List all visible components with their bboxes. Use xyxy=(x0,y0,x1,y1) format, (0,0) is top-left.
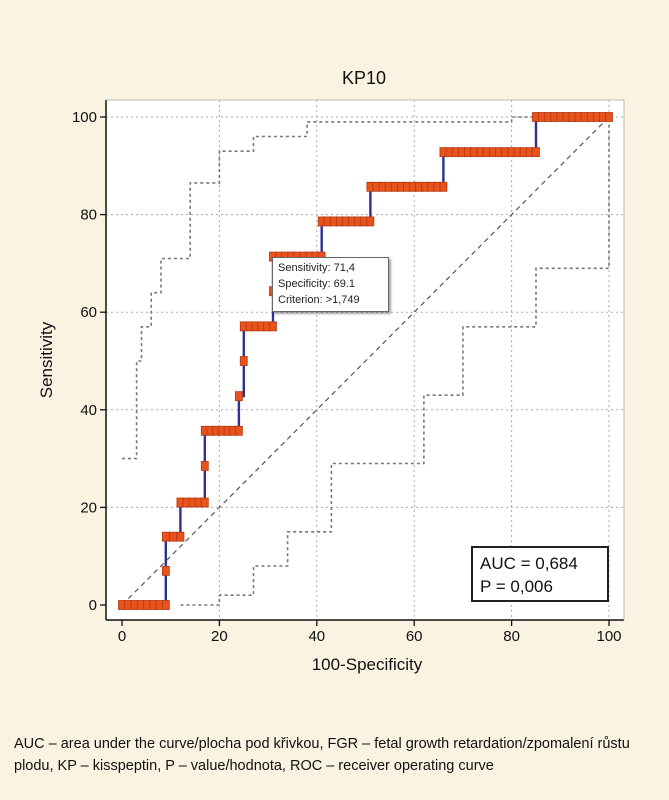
axes: 0 20 40 60 80 100 0 20 40 60 80 100 xyxy=(72,99,625,645)
roc-point-marker xyxy=(200,461,209,471)
roc-point-marker xyxy=(234,425,243,436)
y-tick-label: 80 xyxy=(80,207,97,224)
x-tick-label: 60 xyxy=(406,628,423,645)
auc-value: AUC = 0,684 xyxy=(480,554,578,573)
roc-point-marker xyxy=(532,147,540,158)
roc-point-marker xyxy=(269,321,277,332)
diagonal-reference-line xyxy=(121,116,610,606)
y-tick-label: 40 xyxy=(80,402,97,419)
confidence-bands xyxy=(121,116,610,606)
y-tick-label: 60 xyxy=(80,304,97,321)
x-tick-label: 100 xyxy=(596,628,621,645)
roc-markers xyxy=(118,112,613,610)
x-tick-label: 80 xyxy=(503,628,520,645)
x-tick-label: 0 xyxy=(118,628,126,645)
chart-title: KP10 xyxy=(342,68,386,88)
roc-point-marker xyxy=(169,531,178,542)
x-tick-label: 20 xyxy=(211,628,228,645)
y-axis-label: Sensitivity xyxy=(37,321,56,398)
roc-point-marker xyxy=(176,531,185,542)
tooltip-specificity: Specificity: 69.1 xyxy=(278,278,356,290)
tooltip-sensitivity: Sensitivity: 71,4 xyxy=(278,262,356,274)
roc-point-marker xyxy=(439,181,448,192)
y-tick-label: 100 xyxy=(72,109,97,126)
roc-point-marker xyxy=(239,356,248,366)
grid-lines xyxy=(106,100,624,620)
auc-stats-box: AUC = 0,684 P = 0,006 xyxy=(471,546,609,602)
plot-area xyxy=(106,100,624,620)
roc-point-marker xyxy=(234,391,243,402)
tooltip-criterion: Criterion: >1,749 xyxy=(278,294,360,306)
roc-chart: KP10 100-Specificity Sensitivity 0 20 40 60… xyxy=(37,68,625,674)
roc-point-marker xyxy=(161,565,170,576)
x-tick-label: 40 xyxy=(308,628,325,645)
roc-point-marker xyxy=(161,600,170,610)
roc-point-marker xyxy=(200,497,209,508)
x-axis-label: 100-Specificity xyxy=(312,655,423,674)
p-value: P = 0,006 xyxy=(480,577,553,596)
upper-confidence-band xyxy=(122,116,609,460)
y-tick-label: 0 xyxy=(89,597,97,614)
roc-chart-svg: KP10 100-Specificity Sensitivity 0 20 40 60… xyxy=(37,68,625,674)
criterion-tooltip: Sensitivity: 71,4 Specificity: 69.1 Crit… xyxy=(272,257,389,312)
roc-point-marker xyxy=(161,531,170,542)
y-tick-label: 20 xyxy=(80,499,97,516)
roc-point-marker xyxy=(605,112,613,122)
roc-point-marker xyxy=(366,216,375,227)
figure-caption: AUC – area under the curve/plocha pod kř… xyxy=(14,736,630,774)
